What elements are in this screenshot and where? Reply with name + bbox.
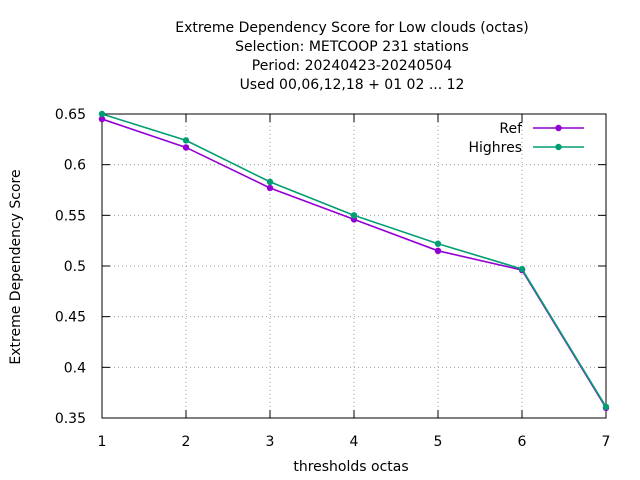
y-tick-label: 0.45	[55, 310, 86, 326]
data-point-highres	[182, 137, 190, 144]
data-point-highres	[350, 212, 358, 219]
data-point-highres	[602, 403, 610, 411]
x-tick-label: 5	[434, 434, 443, 450]
legend-marker-ref	[555, 124, 562, 132]
grid	[102, 114, 606, 418]
title-line-3: Period: 20240423-20240504	[252, 58, 452, 74]
legend-label-highres: Highres	[468, 140, 522, 156]
title-line-4: Used 00,06,12,18 + 01 02 ... 12	[240, 77, 465, 93]
data-point-ref	[182, 144, 190, 151]
y-tick-label: 0.55	[55, 208, 86, 224]
y-tick-label: 0.4	[64, 360, 86, 376]
title-line-2: Selection: METCOOP 231 stations	[235, 39, 469, 55]
y-tick-label: 0.35	[55, 411, 86, 427]
data-point-highres	[98, 110, 106, 118]
x-tick-label: 3	[266, 434, 275, 450]
x-tick-label: 6	[518, 434, 527, 450]
x-tick-label: 4	[350, 434, 359, 450]
legend: Ref Highres	[468, 121, 584, 156]
chart-title: Extreme Dependency Score for Low clouds …	[175, 20, 529, 93]
series-layer	[98, 110, 610, 412]
title-line-1: Extreme Dependency Score for Low clouds …	[175, 20, 529, 36]
x-tick-label: 2	[182, 434, 191, 450]
data-point-highres	[434, 240, 442, 247]
y-axis-label: Extreme Dependency Score	[8, 169, 24, 364]
ticks	[101, 113, 607, 419]
x-tick-label: 1	[98, 434, 107, 450]
x-axis-label: thresholds octas	[293, 459, 408, 475]
legend-marker-highres	[555, 143, 562, 151]
x-tick-label: 7	[602, 434, 611, 450]
plot-frame	[101, 113, 607, 419]
tick-labels: 0.35 0.4 0.45 0.5 0.55 0.6 0.65 1 2 3 4 5 6 7	[55, 107, 611, 450]
y-tick-label: 0.65	[55, 107, 86, 123]
y-tick-label: 0.5	[64, 259, 86, 275]
data-point-ref	[98, 115, 106, 123]
data-point-highres	[266, 178, 274, 186]
data-point-highres	[518, 265, 526, 273]
y-tick-label: 0.6	[64, 158, 86, 174]
legend-label-ref: Ref	[499, 121, 523, 137]
data-point-ref	[434, 247, 442, 254]
data-point-ref	[266, 184, 274, 192]
